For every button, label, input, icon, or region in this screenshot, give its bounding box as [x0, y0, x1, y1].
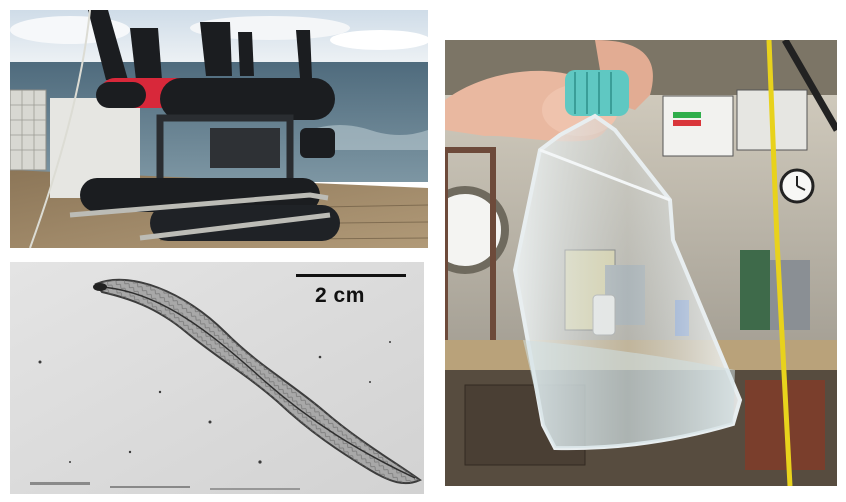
larva-micrograph: [10, 262, 424, 494]
larva-micrograph-panel: 2 cm: [10, 262, 424, 494]
flask-cap: [565, 70, 629, 116]
cloud: [330, 30, 428, 50]
yellow-cable: [766, 40, 793, 486]
scale-bar-label: 2 cm: [315, 284, 365, 307]
railing-net: [10, 89, 47, 171]
flask-water: [523, 340, 735, 449]
tether-cable: [29, 10, 91, 248]
porthole: [445, 186, 509, 274]
flask-photo-panel: [445, 40, 837, 486]
vehicle-pontoon: [80, 178, 320, 212]
scale-bar: [296, 274, 406, 277]
larva-head: [93, 283, 107, 291]
wake: [310, 125, 428, 150]
debris-specks: [30, 341, 391, 490]
vehicle-photo-panel: [10, 10, 428, 248]
underwater-vehicle: [69, 10, 340, 241]
vehicle-photo: [10, 10, 428, 248]
flask-photo: [445, 40, 837, 486]
